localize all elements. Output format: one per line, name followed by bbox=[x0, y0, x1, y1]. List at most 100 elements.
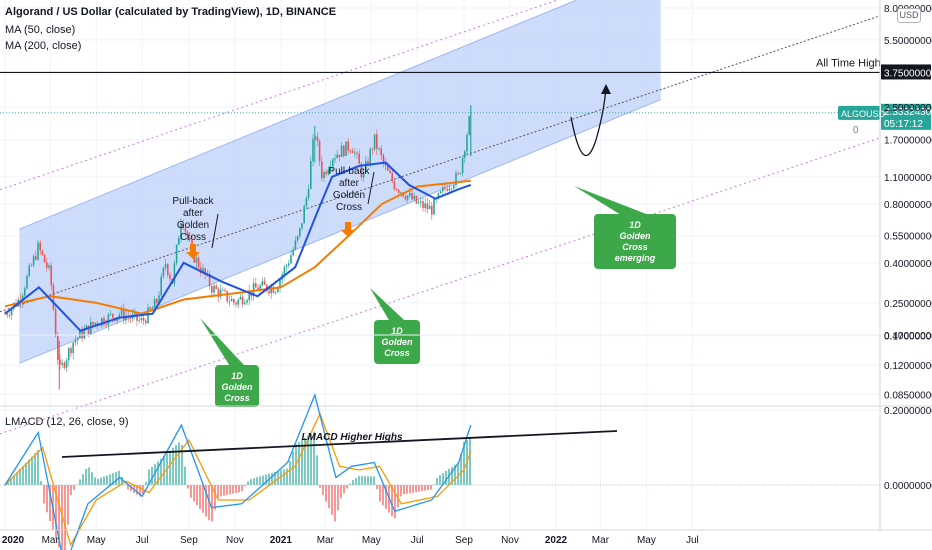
candle-body bbox=[219, 289, 222, 297]
macd-hist-bar bbox=[397, 485, 399, 508]
macd-hist-bar bbox=[88, 467, 90, 485]
macd-hist-bar bbox=[442, 473, 444, 485]
candle-body bbox=[140, 318, 143, 320]
currency-button[interactable]: USD bbox=[897, 8, 921, 23]
macd-hist-bar bbox=[190, 485, 192, 498]
candle-body bbox=[257, 287, 259, 290]
candle-body bbox=[59, 359, 61, 365]
macd-hist-bar bbox=[91, 472, 93, 485]
candle-body bbox=[98, 325, 101, 326]
macd-legend: LMACD (12, 26, close, 9) bbox=[5, 416, 129, 428]
ma200-path bbox=[4, 179, 471, 315]
macd-hist-bar bbox=[286, 468, 288, 485]
candle-body bbox=[30, 265, 33, 267]
candle-body bbox=[268, 290, 270, 294]
candle-body bbox=[178, 237, 180, 245]
macd-hist-bar bbox=[58, 485, 60, 548]
macd-hist-bar bbox=[277, 471, 279, 485]
candle-body bbox=[307, 188, 310, 199]
candle-body bbox=[373, 134, 376, 150]
macd-hist-bar bbox=[175, 445, 177, 485]
candle-body bbox=[387, 165, 389, 171]
candle-body bbox=[351, 150, 354, 153]
candle-body bbox=[120, 308, 123, 315]
callout-box bbox=[594, 214, 676, 269]
candle-body bbox=[323, 171, 325, 179]
macd-hist-bar bbox=[13, 475, 15, 485]
macd-hist-bar bbox=[394, 485, 396, 519]
candle-body bbox=[32, 256, 35, 266]
candle-body bbox=[457, 173, 459, 175]
macd-hist-bar bbox=[367, 476, 369, 485]
candle-body bbox=[356, 152, 358, 154]
candle-body bbox=[230, 299, 233, 302]
macd-hist-bar bbox=[352, 480, 354, 485]
candle-body bbox=[151, 307, 154, 309]
candle-body bbox=[444, 187, 446, 190]
pullback-label: Golden bbox=[333, 190, 365, 201]
callout-tail bbox=[200, 318, 246, 367]
candle-body bbox=[103, 318, 105, 325]
candle-body bbox=[272, 286, 275, 293]
macd-hist-bar bbox=[418, 485, 420, 492]
macd-hist-bar bbox=[61, 485, 63, 550]
pullback-label: Cross bbox=[180, 232, 206, 243]
symbol-tag bbox=[838, 105, 880, 120]
macd-hist-bar bbox=[19, 469, 21, 485]
time-tick: 2021 bbox=[270, 535, 293, 546]
candle-body bbox=[233, 299, 235, 303]
macd-hist-bar bbox=[400, 485, 402, 497]
candle-body bbox=[442, 187, 444, 192]
macd-hist-bar bbox=[241, 485, 243, 492]
candle-body bbox=[74, 339, 77, 343]
candle-body bbox=[446, 189, 448, 191]
candle-body bbox=[332, 159, 334, 167]
macd-hist-bar bbox=[274, 472, 276, 485]
candle-body bbox=[107, 314, 110, 325]
macd-hist-bar bbox=[343, 485, 345, 494]
candle-body bbox=[400, 192, 402, 194]
macd-hist-bar bbox=[22, 465, 24, 485]
symbol-text: ALGOUSD bbox=[841, 109, 886, 119]
time-tick: Nov bbox=[226, 535, 244, 546]
macd-hist-bar bbox=[349, 483, 351, 485]
macd-hist-bar bbox=[256, 477, 258, 485]
candle-body bbox=[406, 195, 409, 200]
macd-hist-bar bbox=[130, 485, 132, 492]
candle-body bbox=[424, 203, 426, 209]
callout-tail bbox=[370, 288, 407, 322]
callout-tail bbox=[574, 186, 652, 216]
candle-body bbox=[222, 289, 224, 291]
candle-body bbox=[48, 265, 50, 268]
macd-hist-bar bbox=[430, 485, 432, 490]
candle-body bbox=[468, 116, 470, 135]
macd-hist-bar bbox=[10, 478, 12, 485]
macd-hist-bar bbox=[322, 485, 324, 495]
macd-hist-bar bbox=[355, 478, 357, 485]
candle-body bbox=[173, 263, 176, 284]
candle-body bbox=[61, 362, 63, 365]
candle-body bbox=[63, 362, 66, 368]
candle-body bbox=[204, 268, 206, 276]
macd-hist-bar bbox=[34, 453, 36, 485]
candle-body bbox=[345, 141, 347, 157]
candle-body bbox=[420, 201, 422, 203]
candle-body bbox=[13, 302, 15, 309]
macd-hist-bar bbox=[304, 437, 306, 485]
candle-body bbox=[112, 313, 114, 318]
macd-hist-bar bbox=[76, 484, 78, 486]
macd-hist-bar bbox=[67, 485, 69, 525]
macd-hist-bar bbox=[403, 485, 405, 495]
macd-hist-bar bbox=[340, 485, 342, 499]
candle-body bbox=[290, 255, 292, 264]
regression-channel bbox=[0, 0, 881, 435]
macd-tick: 0.40000000 bbox=[884, 331, 932, 342]
candle-body bbox=[288, 263, 290, 266]
candle-body bbox=[439, 191, 442, 194]
candle-body bbox=[169, 274, 171, 279]
callout-text: Cross bbox=[622, 242, 648, 252]
time-tick: Jul bbox=[411, 535, 424, 546]
macd-hist-bar bbox=[379, 485, 381, 502]
candle-body bbox=[125, 315, 127, 321]
